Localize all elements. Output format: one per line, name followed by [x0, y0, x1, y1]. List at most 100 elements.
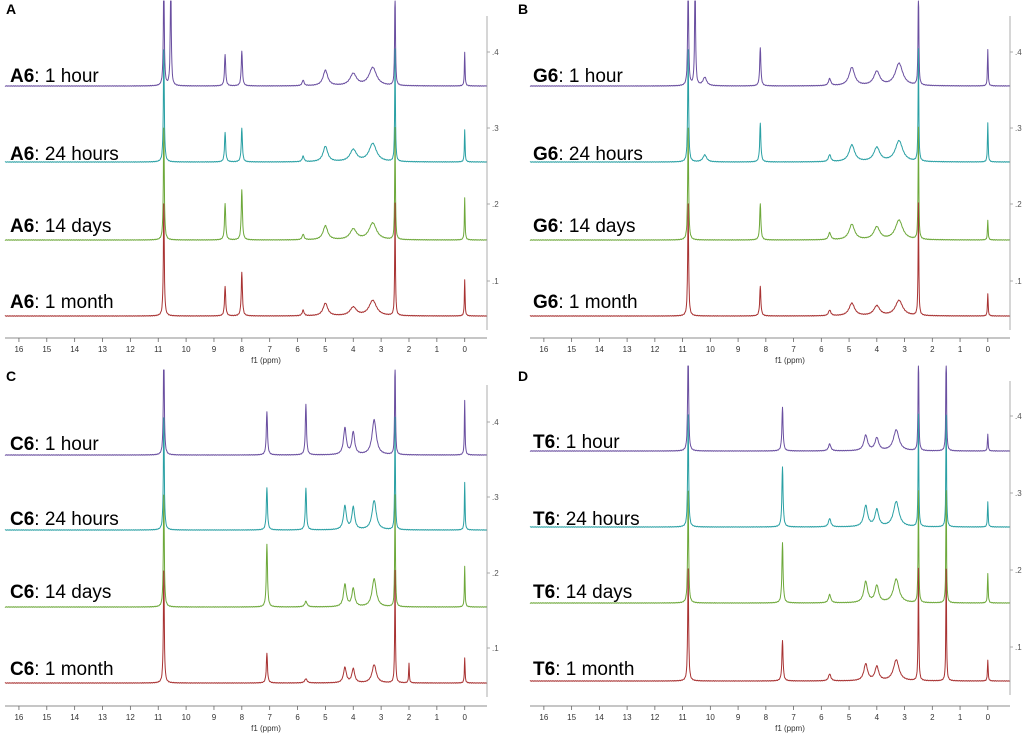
x-tick-label: 1	[435, 713, 440, 722]
x-tick-label: 9	[736, 713, 741, 722]
trace-label: C6: 1 hour	[10, 434, 99, 455]
x-tick-label: 15	[567, 345, 576, 354]
x-tick-label: 15	[42, 713, 51, 722]
trace-label: T6: 14 days	[533, 582, 632, 603]
x-tick-label: 13	[623, 713, 632, 722]
trace-label: C6: 24 hours	[10, 509, 119, 530]
x-tick-label: 7	[267, 713, 272, 722]
spectrum-trace	[529, 567, 1011, 682]
x-tick-label: 12	[650, 345, 659, 354]
x-tick-label: 2	[407, 713, 412, 722]
spectrum-trace	[529, 48, 1011, 163]
x-tick-label: 13	[623, 345, 632, 354]
offset-tick-label: .3	[1015, 489, 1022, 498]
offset-tick-label: .4	[1015, 412, 1022, 421]
trace-label-sample: A6	[10, 216, 34, 237]
offset-tick-label: .1	[492, 277, 499, 286]
trace-label-time: : 1 month	[558, 292, 637, 313]
trace-label-time: : 1 hour	[34, 434, 99, 455]
x-tick-label: 10	[182, 713, 191, 722]
offset-tick-label: .1	[1015, 643, 1022, 652]
trace-label-time: : 24 hours	[34, 509, 119, 530]
x-tick-label: 15	[42, 345, 51, 354]
trace-label: A6: 24 hours	[10, 144, 119, 165]
offset-tick-label: .2	[492, 569, 499, 578]
trace-label: A6: 14 days	[10, 216, 111, 237]
x-tick-label: 0	[986, 713, 991, 722]
trace-label-sample: A6	[10, 66, 34, 87]
trace-label: C6: 1 month	[10, 659, 114, 680]
x-tick-label: 6	[819, 713, 824, 722]
trace-label-time: : 24 hours	[34, 144, 119, 165]
x-tick-label: 3	[379, 345, 384, 354]
spectrum-trace	[4, 48, 488, 163]
trace-label-sample: A6	[10, 144, 34, 165]
spectrum-trace	[4, 202, 488, 317]
trace-label-sample: T6	[533, 582, 555, 603]
x-tick-label: 1	[958, 713, 963, 722]
x-tick-label: 2	[930, 345, 935, 354]
x-tick-label: 5	[323, 713, 328, 722]
spectrum-trace	[529, 365, 1011, 452]
trace-label: T6: 1 hour	[533, 432, 620, 453]
x-tick-label: 13	[98, 345, 107, 354]
trace-label-time: : 1 hour	[34, 66, 99, 87]
offset-tick-label: .1	[492, 644, 499, 653]
x-tick-label: 4	[351, 345, 356, 354]
x-tick-label: 3	[902, 713, 907, 722]
panel-letter: C	[6, 368, 16, 384]
trace-label-time: : 14 days	[34, 582, 111, 603]
offset-tick-label: .4	[1015, 48, 1022, 57]
trace-label-sample: C6	[10, 582, 34, 603]
trace-label-sample: G6	[533, 66, 558, 87]
x-tick-label: 1	[435, 345, 440, 354]
trace-label: T6: 1 month	[533, 659, 634, 680]
trace-label-sample: C6	[10, 509, 34, 530]
trace-label-time: : 1 month	[34, 292, 113, 313]
x-tick-label: 16	[14, 345, 23, 354]
trace-label-sample: C6	[10, 659, 34, 680]
x-tick-label: 0	[986, 345, 991, 354]
x-tick-label: 14	[70, 713, 79, 722]
trace-label: G6: 14 days	[533, 216, 635, 237]
trace-label-sample: T6	[533, 509, 555, 530]
x-tick-label: 11	[154, 345, 163, 354]
spectrum-trace	[4, 416, 488, 531]
trace-label: G6: 24 hours	[533, 144, 643, 165]
x-tick-label: 16	[539, 713, 548, 722]
x-tick-label: 0	[462, 345, 467, 354]
x-tick-label: 9	[212, 345, 217, 354]
x-tick-label: 5	[847, 345, 852, 354]
x-tick-label: 8	[764, 713, 769, 722]
x-tick-label: 5	[847, 713, 852, 722]
trace-label: A6: 1 hour	[10, 66, 99, 87]
trace-label-time: : 1 month	[34, 659, 113, 680]
spectrum-trace	[4, 369, 488, 456]
trace-label: G6: 1 hour	[533, 66, 623, 87]
trace-label-sample: G6	[533, 292, 558, 313]
trace-label-time: : 24 hours	[558, 144, 643, 165]
trace-label-sample: T6	[533, 432, 555, 453]
panel-letter: A	[6, 1, 16, 17]
trace-label-sample: A6	[10, 292, 34, 313]
spectrum-trace	[529, 413, 1011, 528]
offset-tick-label: .2	[492, 200, 499, 209]
x-tick-label: 3	[902, 345, 907, 354]
trace-label-time: : 1 month	[555, 659, 634, 680]
panel-letter: D	[518, 368, 528, 384]
trace-label-time: : 24 hours	[555, 509, 640, 530]
trace-label-sample: C6	[10, 434, 34, 455]
trace-label-time: : 1 hour	[558, 66, 623, 87]
x-tick-label: 0	[462, 713, 467, 722]
spectrum-trace	[529, 0, 1011, 87]
x-tick-label: 12	[650, 713, 659, 722]
x-tick-label: 13	[98, 713, 107, 722]
x-tick-label: 10	[182, 345, 191, 354]
trace-label: C6: 14 days	[10, 582, 111, 603]
spectrum-trace	[529, 202, 1011, 317]
trace-label-time: : 1 hour	[555, 432, 620, 453]
